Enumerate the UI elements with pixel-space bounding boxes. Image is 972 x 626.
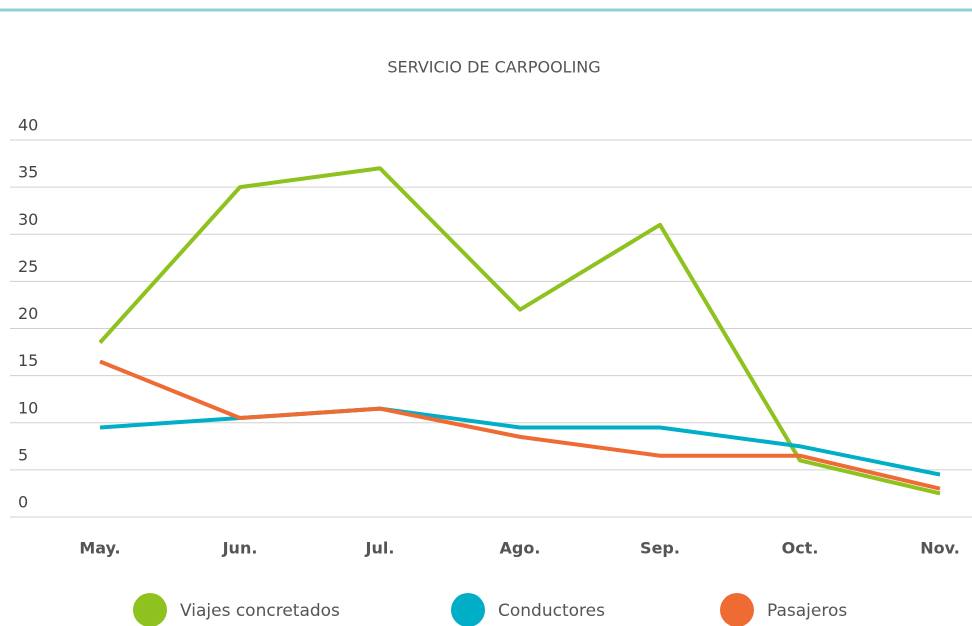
legend-swatch bbox=[451, 593, 485, 626]
x-tick-label: Oct. bbox=[782, 539, 819, 558]
y-tick-label: 30 bbox=[18, 210, 38, 229]
legend-label: Conductores bbox=[498, 601, 605, 621]
chart-title: SERVICIO DE CARPOOLING bbox=[387, 58, 600, 77]
y-tick-label: 35 bbox=[18, 163, 38, 182]
y-tick-label: 10 bbox=[18, 398, 38, 417]
y-tick-label: 20 bbox=[18, 304, 38, 323]
legend-label: Pasajeros bbox=[767, 601, 847, 621]
y-tick-label: 5 bbox=[18, 445, 28, 464]
y-tick-label: 15 bbox=[18, 351, 38, 370]
y-tick-label: 40 bbox=[18, 116, 38, 135]
x-tick-label: Ago. bbox=[500, 539, 541, 558]
series-line bbox=[99, 359, 941, 491]
legend-label: Viajes concretados bbox=[180, 601, 340, 621]
x-tick-label: May. bbox=[79, 539, 120, 558]
x-tick-label: Sep. bbox=[640, 539, 680, 558]
y-tick-label: 25 bbox=[18, 257, 38, 276]
y-tick-label: 0 bbox=[18, 493, 28, 512]
legend-swatch bbox=[133, 593, 167, 626]
x-tick-label: Jul. bbox=[365, 539, 395, 558]
x-tick-label: Jun. bbox=[222, 539, 258, 558]
x-tick-label: Nov. bbox=[920, 539, 960, 558]
series-line bbox=[98, 166, 941, 496]
legend-swatch bbox=[720, 593, 754, 626]
